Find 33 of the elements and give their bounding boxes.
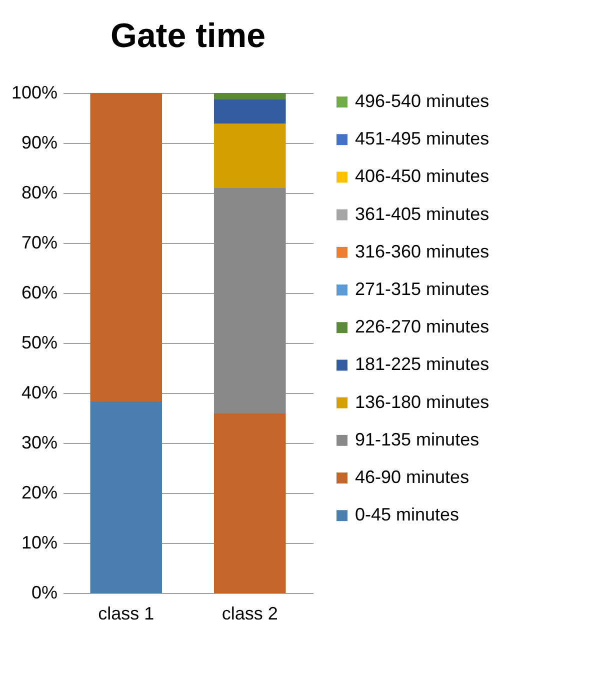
legend-label: 181-225 minutes	[355, 354, 490, 374]
x-tick-label: class 1	[98, 604, 154, 624]
y-tick-label: 100%	[11, 82, 58, 102]
bar	[214, 93, 286, 100]
bar	[214, 124, 286, 188]
legend-label: 361-405 minutes	[355, 204, 490, 224]
legend-label: 91-135 minutes	[355, 429, 480, 450]
legend-label: 136-180 minutes	[355, 392, 490, 412]
y-tick-label: 30%	[21, 432, 58, 452]
legend-label: 451-495 minutes	[355, 128, 490, 149]
y-tick-label: 60%	[21, 282, 58, 302]
legend-label: 406-450 minutes	[355, 166, 490, 186]
y-tick-label: 20%	[21, 482, 58, 502]
legend-label: 271-315 minutes	[355, 279, 490, 299]
bar	[214, 100, 286, 124]
y-tick-label: 80%	[21, 182, 58, 202]
bar	[214, 188, 286, 414]
legend-label: 46-90 minutes	[355, 467, 470, 487]
legend-label: 316-360 minutes	[355, 241, 490, 262]
legend-label: 0-45 minutes	[355, 504, 460, 525]
y-tick-label: 90%	[21, 132, 58, 152]
bar	[214, 414, 286, 593]
y-tick-label: 10%	[21, 532, 58, 552]
bar	[90, 93, 162, 402]
bar	[90, 402, 162, 593]
legend-label: 496-540 minutes	[355, 91, 490, 111]
y-tick-label: 0%	[31, 582, 58, 602]
chart-title: Gate time	[110, 17, 266, 55]
y-tick-label: 50%	[21, 332, 58, 352]
y-tick-label: 70%	[21, 232, 58, 252]
legend-label: 226-270 minutes	[355, 316, 490, 337]
y-tick-label: 40%	[21, 382, 58, 402]
x-tick-label: class 2	[222, 604, 278, 624]
